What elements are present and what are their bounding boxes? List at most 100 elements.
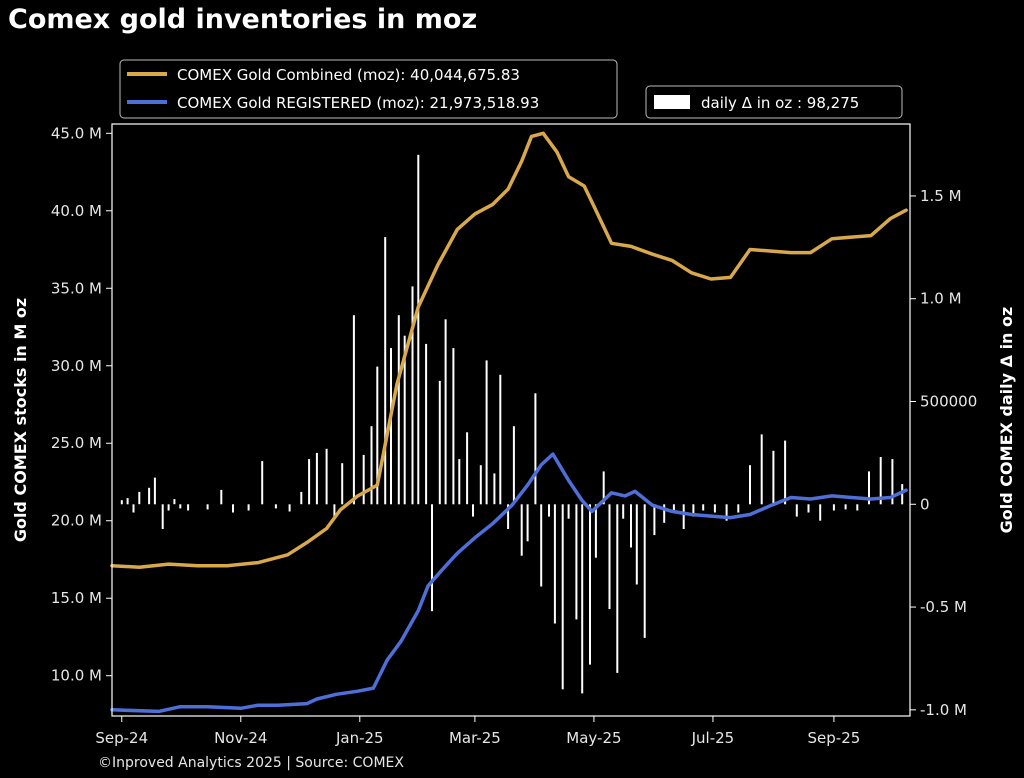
delta-bar xyxy=(520,504,523,556)
x-tick-label: Sep-25 xyxy=(808,729,861,747)
delta-bar xyxy=(622,504,625,519)
delta-bar xyxy=(485,360,488,505)
plot-frame xyxy=(111,123,911,717)
delta-bar xyxy=(553,504,556,624)
delta-bar xyxy=(444,319,447,505)
delta-bar xyxy=(173,499,176,505)
delta-bar xyxy=(643,504,646,638)
delta-bar xyxy=(438,380,441,505)
delta-bar xyxy=(288,504,291,512)
left-tick-label: 40.0 M xyxy=(51,202,102,220)
right-tick-label: 1.5 M xyxy=(920,187,962,205)
delta-bar xyxy=(179,504,182,509)
delta-bar xyxy=(561,504,564,690)
right-tick-label: -0.5 M xyxy=(920,598,967,616)
delta-bar xyxy=(663,504,666,523)
delta-bar xyxy=(672,504,675,513)
delta-bar xyxy=(795,504,798,517)
delta-bar xyxy=(126,498,129,505)
legend-registered-label: COMEX Gold REGISTERED (moz): 21,973,518.… xyxy=(177,94,539,112)
delta-bar xyxy=(507,504,510,529)
delta-bar xyxy=(138,491,141,505)
delta-bar xyxy=(362,454,365,505)
left-axis: 10.0 M 15.0 M 20.0 M 25.0 M 30.0 M 35.0 M 40.0… xyxy=(51,124,112,685)
delta-bar xyxy=(635,504,638,585)
x-tick-label: Jan-25 xyxy=(335,729,384,747)
delta-bar xyxy=(425,343,428,505)
legend-bars: daily Δ in oz : 98,275 xyxy=(645,85,903,119)
delta-bar xyxy=(653,504,656,536)
delta-bar xyxy=(431,504,433,612)
delta-bar xyxy=(493,473,496,505)
delta-bar xyxy=(616,504,619,673)
delta-bar xyxy=(370,426,373,505)
delta-bar xyxy=(630,504,632,548)
delta-bar xyxy=(567,504,570,519)
delta-bar xyxy=(540,504,543,587)
delta-bar xyxy=(608,504,611,610)
delta-bar xyxy=(534,393,537,505)
delta-bar xyxy=(458,459,461,505)
delta-bar xyxy=(749,465,751,505)
footer-credit: ©Inproved Analytics 2025 | Source: COMEX xyxy=(98,755,404,771)
delta-bar xyxy=(325,448,328,505)
delta-bar xyxy=(411,286,414,505)
x-axis: Sep-24 Nov-24 Jan-25 Mar-25 May-25 Jul-25 Sep-… xyxy=(95,716,860,747)
delta-bar xyxy=(333,504,336,519)
delta-bar xyxy=(220,489,223,505)
left-tick-label: 10.0 M xyxy=(51,667,102,685)
delta-bar xyxy=(594,504,597,558)
right-tick-label: 0 xyxy=(920,495,930,513)
delta-bar xyxy=(901,484,904,505)
delta-bar xyxy=(589,504,591,665)
left-tick-label: 30.0 M xyxy=(51,357,102,375)
delta-bar xyxy=(602,471,605,505)
left-tick-label: 35.0 M xyxy=(51,279,102,297)
delta-bar xyxy=(206,504,209,510)
delta-bar xyxy=(581,504,584,694)
legend-bars-box xyxy=(645,85,903,119)
delta-bar xyxy=(760,434,763,505)
delta-bar xyxy=(384,237,387,505)
left-tick-label: 15.0 M xyxy=(51,589,102,607)
delta-bar xyxy=(784,440,787,505)
delta-bar xyxy=(879,457,882,505)
left-tick-label: 45.0 M xyxy=(51,124,102,142)
delta-bar xyxy=(120,500,123,505)
legend-bars-label: daily Δ in oz : 98,275 xyxy=(701,94,859,112)
delta-bar xyxy=(132,504,135,513)
delta-bar xyxy=(232,504,234,513)
delta-bar xyxy=(832,504,835,511)
delta-bar xyxy=(390,348,392,505)
delta-bar xyxy=(819,504,822,521)
delta-bar xyxy=(403,335,406,505)
delta-bar xyxy=(397,315,400,505)
delta-bar xyxy=(161,504,164,529)
delta-bar xyxy=(844,504,847,510)
delta-bar xyxy=(868,471,870,505)
delta-bar xyxy=(472,504,474,517)
delta-bar xyxy=(452,348,455,505)
delta-bar xyxy=(548,504,550,517)
delta-bar xyxy=(341,463,344,505)
legend-lines: COMEX Gold Combined (moz): 40,044,675.83… xyxy=(119,59,618,119)
delta-bar xyxy=(417,154,420,505)
legend-combined-label: COMEX Gold Combined (moz): 40,044,675.83 xyxy=(177,66,520,84)
delta-bar xyxy=(713,504,716,513)
delta-bar xyxy=(512,426,515,505)
delta-bar xyxy=(772,450,775,505)
x-tick-label: Nov-24 xyxy=(214,729,267,747)
delta-bar xyxy=(891,459,894,505)
delta-bar xyxy=(682,504,685,529)
delta-bar xyxy=(526,504,529,542)
combined-line xyxy=(110,131,908,569)
delta-bar xyxy=(247,504,250,511)
delta-bar xyxy=(499,374,502,505)
delta-bar xyxy=(692,504,695,517)
delta-bar xyxy=(702,504,705,511)
delta-bar xyxy=(187,504,190,511)
legend-lines-box xyxy=(119,59,618,119)
x-tick-label: May-25 xyxy=(566,729,621,747)
delta-bar xyxy=(167,504,170,511)
